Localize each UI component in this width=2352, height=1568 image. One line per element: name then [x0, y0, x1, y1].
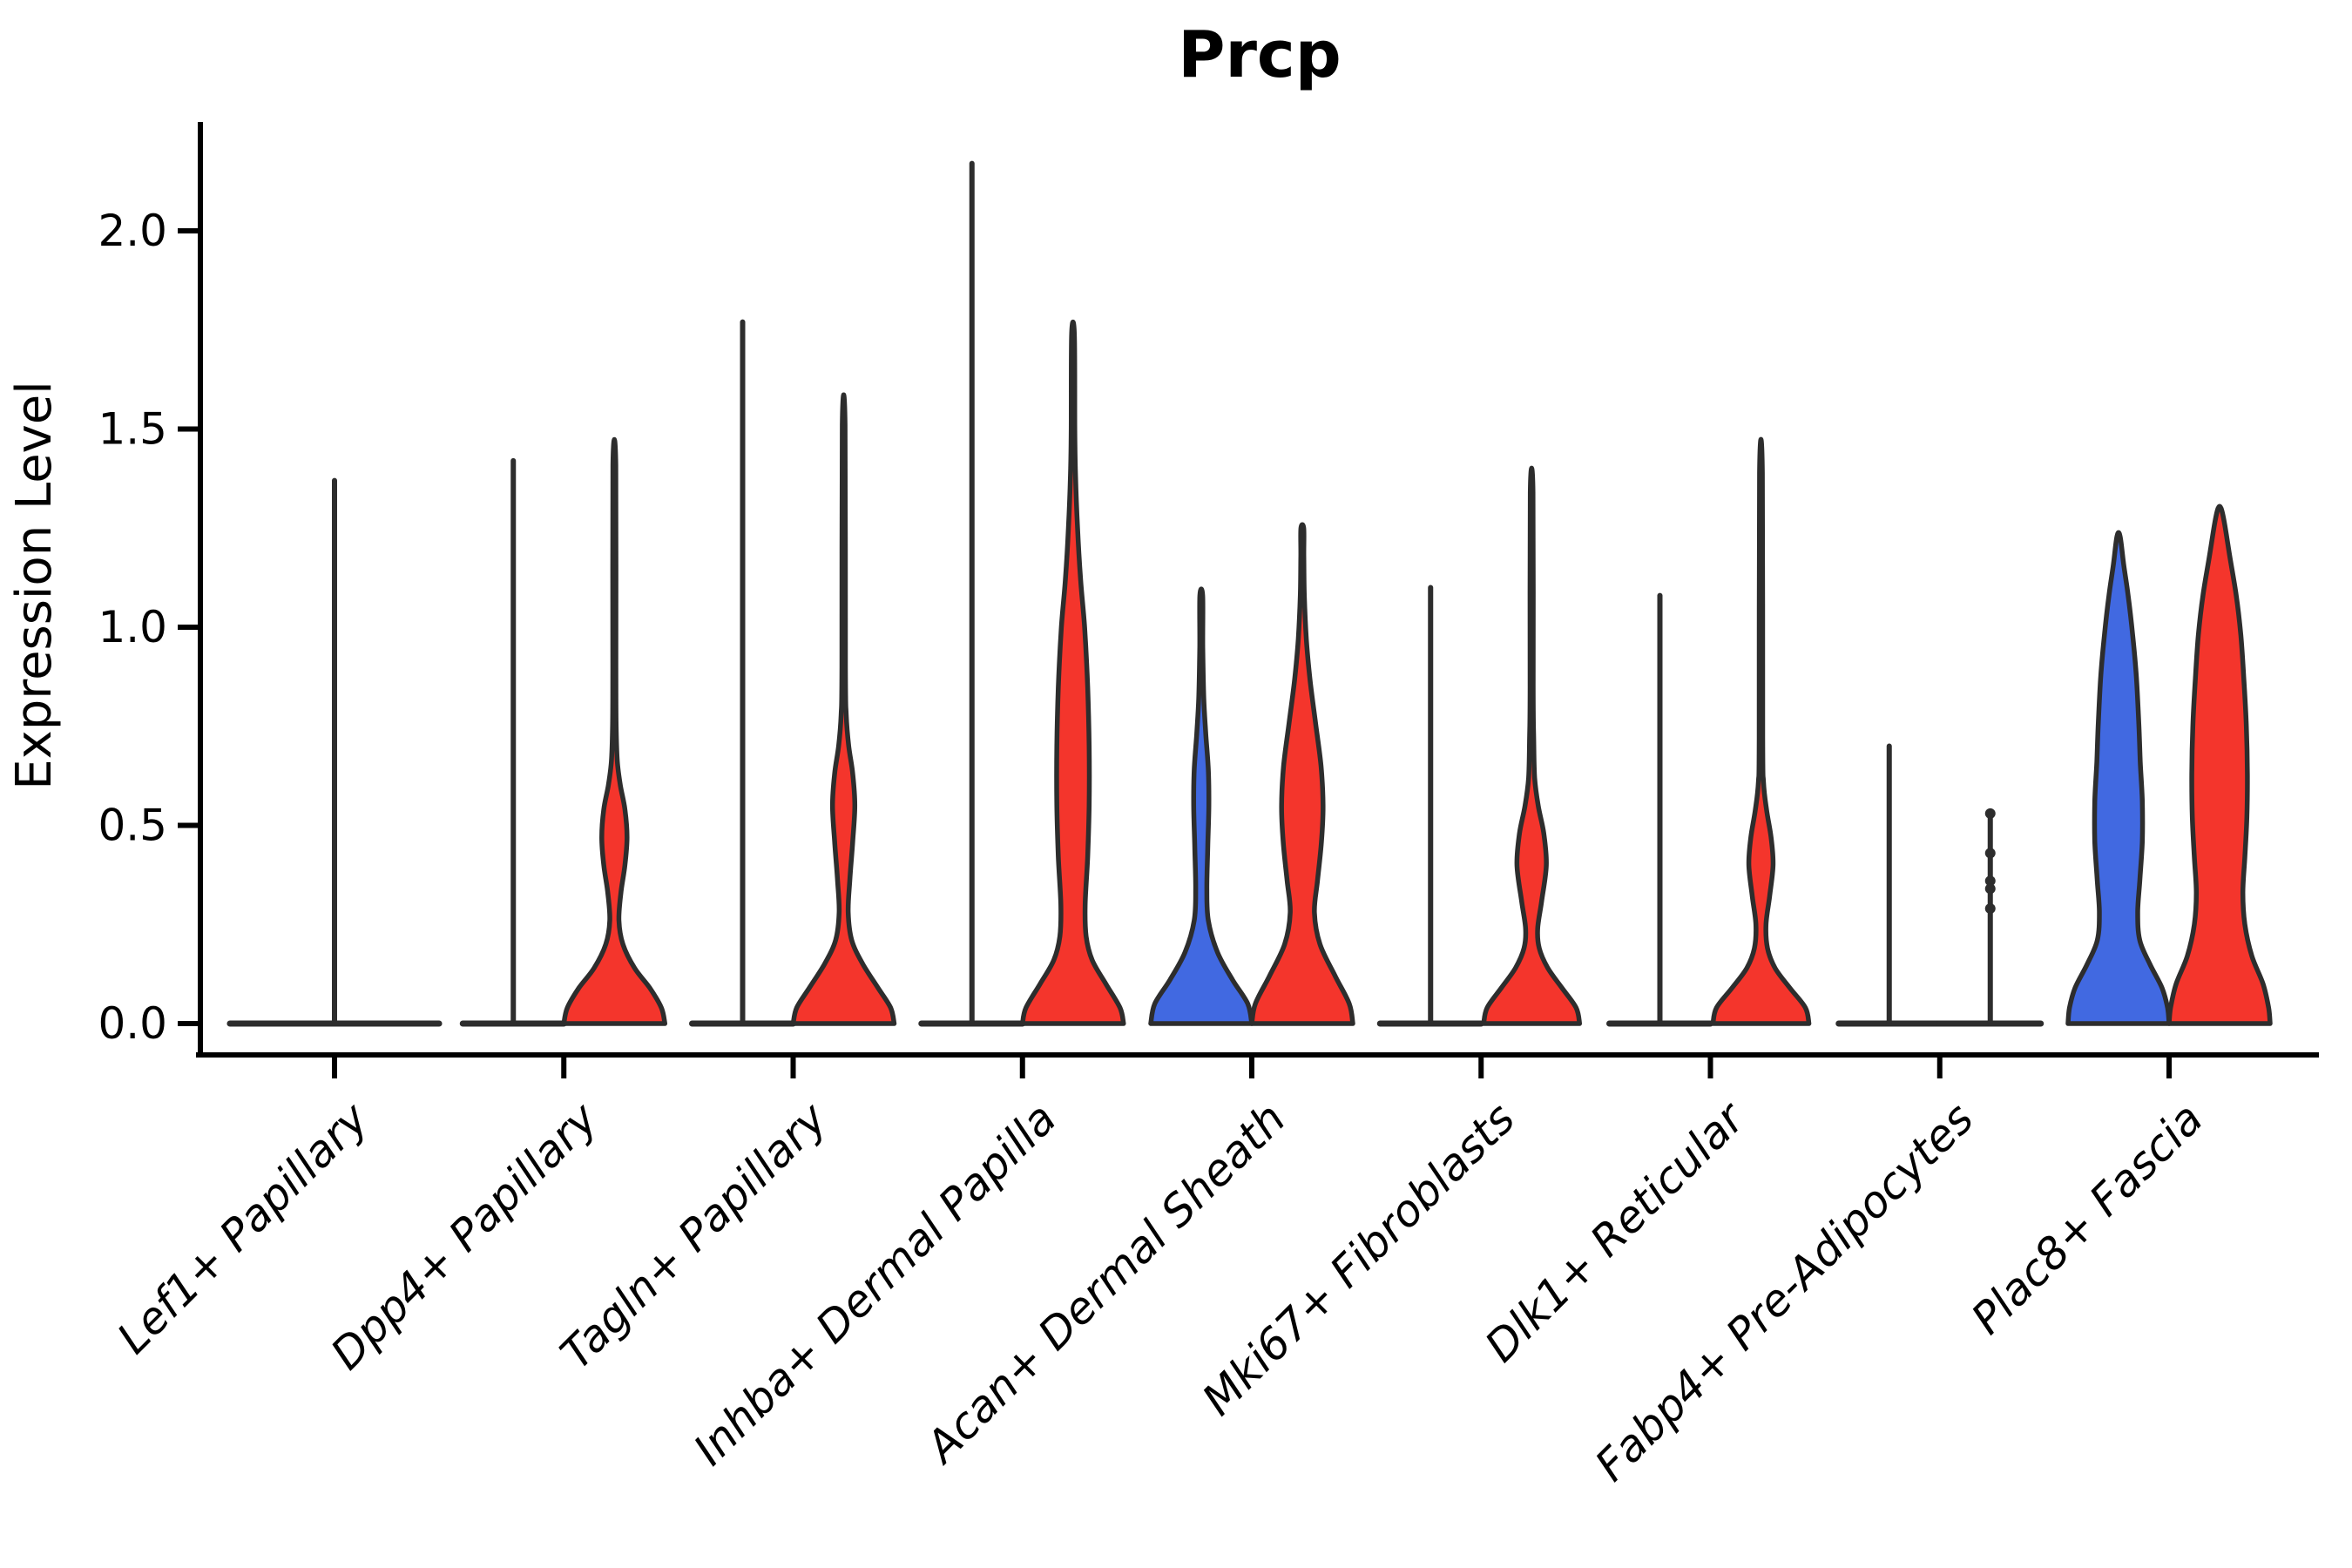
x-tick-label-plac8-fascia: Plac8+ Fascia: [1962, 1093, 2213, 1344]
violin-mki67-fibroblasts-red: [1481, 465, 1583, 1026]
violin-lef1-papillary-single: [226, 477, 443, 1027]
violin-dlk1-reticular-blue: [1606, 592, 1713, 1027]
violin-body: [1710, 436, 1812, 1026]
violin-dpp4-papillary-blue: [459, 457, 567, 1027]
violin-body: [561, 437, 668, 1026]
violin-body: [1481, 465, 1583, 1026]
axis-spines: [196, 122, 2319, 1058]
violins-layer: [226, 160, 2273, 1027]
violin-plac8-fascia-red: [2166, 504, 2273, 1026]
violin-dlk1-reticular-red: [1710, 436, 1812, 1026]
y-tick-label-2: 1.0: [98, 602, 167, 652]
y-axis-label: Expression Level: [6, 381, 63, 790]
jitter-dot: [1984, 883, 1996, 895]
violin-plac8-fascia-blue: [2065, 530, 2172, 1026]
jitter-dot: [1984, 848, 1996, 859]
violin-fabp4-pre-adipocytes-red: [1936, 808, 2044, 1027]
y-tick-label-4: 2.0: [98, 206, 167, 256]
violin-acan-dermal-sheath-red: [1249, 522, 1355, 1026]
violin-body: [1020, 319, 1126, 1026]
violin-tagln-papillary-red: [790, 392, 897, 1026]
x-tick-label-inhba-dermal-papilla: Inhba+ Dermal Papilla: [684, 1093, 1065, 1475]
x-tick-label-acan-dermal-sheath: Acan+ Dermal Sheath: [915, 1093, 1295, 1474]
violin-fabp4-pre-adipocytes-blue: [1835, 743, 1943, 1027]
violin-inhba-dermal-papilla-blue: [918, 160, 1026, 1027]
violin-acan-dermal-sheath-blue: [1148, 586, 1254, 1026]
x-tick-label-fabp4-pre-adipocytes: Fabp4+ Pre-Adipocytes: [1585, 1093, 1984, 1491]
y-tick-label-1: 0.5: [98, 801, 167, 851]
violin-mki67-fibroblasts-blue: [1376, 585, 1484, 1027]
violin-tagln-papillary-blue: [689, 319, 796, 1027]
violin-body: [1249, 522, 1355, 1026]
violin-dpp4-papillary-red: [561, 437, 668, 1026]
jitter-dot: [1984, 808, 1996, 819]
x-tick-label-lef1-papillary: Lef1+ Papillary: [108, 1092, 379, 1363]
violin-body: [2065, 530, 2172, 1026]
chart-title: Prcp: [1178, 17, 1342, 92]
violin-inhba-dermal-papilla-red: [1020, 319, 1126, 1026]
violin-body: [1148, 586, 1254, 1026]
y-tick-label-3: 1.5: [98, 404, 167, 455]
jitter-dot: [1984, 875, 1996, 887]
jitter-dot: [1984, 903, 1996, 915]
violin-body: [2166, 504, 2273, 1026]
violin-body: [790, 392, 897, 1026]
y-tick-label-0: 0.0: [98, 998, 167, 1049]
